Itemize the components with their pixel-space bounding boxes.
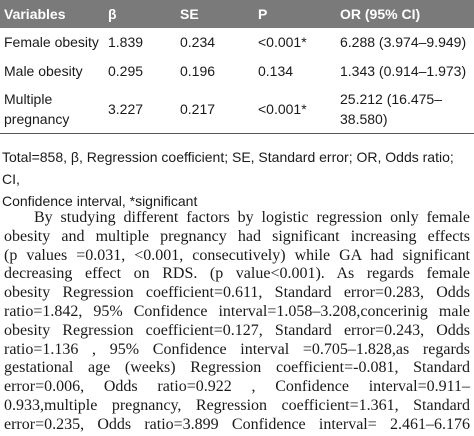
table-cell: Male obesity [4, 62, 83, 79]
paragraph-line: By studying different factors by logisti… [34, 209, 470, 226]
footnote: Total=858, β, Regression coefficient; SE… [2, 146, 472, 212]
paragraph-line: gestational age (weeks) Regression coeff… [4, 359, 470, 377]
table-cell: 0.295 [108, 62, 144, 79]
paragraph: By studying different factors by logisti… [4, 209, 470, 435]
table-cell: 1.839 [108, 34, 144, 50]
header-cell: Variables [0, 0, 104, 28]
table-cell: <0.001* [258, 34, 307, 50]
header-cell: β [104, 0, 176, 28]
table-cell: 25.212 (16.475–38.580) [340, 90, 442, 127]
footnote-line: Total=858, β, Regression coefficient; SE… [2, 149, 454, 187]
table-cell: 0.134 [258, 62, 294, 79]
table-cell: 0.234 [180, 34, 216, 50]
paragraph-line: error=0.006, Odds ratio=0.922 , Confiden… [4, 378, 470, 396]
footnote-line: Confidence interval, *significant [2, 193, 198, 209]
table-cell: 1.343 (0.914–1.973) [340, 62, 467, 79]
header-cell: SE [176, 0, 254, 28]
table-row: Male obesity 0.295 0.196 0.134 1.343 (0.914–… [0, 56, 474, 85]
header-cell: P [254, 0, 336, 28]
header-row: Variables β SE P OR (95% CI) [0, 0, 474, 28]
table-cell: 6.288 (3.974–9.949) [340, 34, 467, 50]
table-cell: 0.217 [180, 100, 216, 117]
paragraph-line: obesity Regression coefficient=0.611, St… [4, 284, 470, 302]
table-row: Multiple pregnancy 3.227 0.217 <0.001* 25.21… [0, 85, 474, 133]
paragraph-line: ratio=1.136 , 95% Confidence interval =0… [4, 340, 470, 358]
table-cell: Female obesity [4, 34, 99, 50]
paragraph-line: 0.933,multiple pregnancy, Regression coe… [4, 396, 470, 414]
table-cell: Multiple pregnancy [4, 90, 70, 127]
paragraph-line: decreasing effect on RDS. (p value<0.001… [4, 265, 470, 283]
header-cell: OR (95% CI) [336, 0, 474, 28]
table-cell: 0.196 [180, 62, 216, 79]
paragraph-line: (p values =0.031, <0.001, consecutively)… [4, 246, 470, 264]
table-cell: <0.001* [258, 100, 307, 117]
paragraph-line: obesity and multiple pregnancy had signi… [4, 227, 470, 245]
paragraph-line: ratio=1.842, 95% Confidence interval=1.0… [4, 302, 470, 320]
table-row: Female obesity 1.839 0.234 <0.001* 6.288 (3.… [0, 28, 474, 56]
table-cell: 3.227 [108, 100, 144, 117]
paragraph-line: obesity Regression coefficient=0.127, St… [4, 321, 470, 339]
paragraph-line: error=0.235, Odds ratio=3.899 Confidence… [4, 415, 470, 433]
results-table: Variables β SE P OR (95% CI) Female obesity 1… [0, 0, 474, 134]
